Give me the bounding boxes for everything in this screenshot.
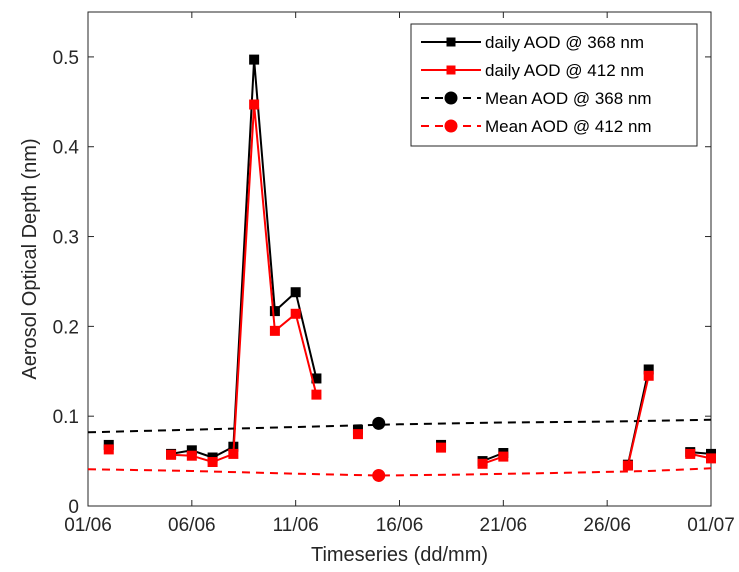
- data-point: [290, 287, 301, 298]
- data-point: [207, 456, 218, 467]
- data-point: [643, 370, 654, 381]
- series-line: [170, 59, 318, 459]
- x-tick-label: 01/07: [687, 515, 735, 536]
- mean-line: [87, 418, 712, 434]
- legend-item: daily AOD @ 412 nm: [421, 61, 644, 80]
- legend-marker: [444, 91, 458, 105]
- data-point: [685, 448, 696, 459]
- y-tick-label: 0.3: [53, 228, 79, 249]
- legend-box: [410, 23, 698, 147]
- axes-layer: 01/06 06/06 11/06 16/06 21/06 26/06 01/07 0 0.1 0…: [53, 12, 735, 536]
- y-tick-label: 0.5: [53, 48, 79, 69]
- data-point: [249, 99, 260, 110]
- data-point: [706, 453, 716, 464]
- legend-item: Mean AOD @ 368 nm: [421, 89, 652, 108]
- data-point: [477, 458, 488, 469]
- data-point: [186, 450, 197, 461]
- x-tick-label: 16/06: [376, 515, 424, 536]
- data-point: [166, 449, 177, 460]
- mean-line: [87, 467, 712, 477]
- data-point: [352, 429, 363, 440]
- series-layer: [87, 54, 716, 482]
- data-point: [498, 451, 509, 462]
- mean-marker: [372, 468, 386, 482]
- data-point: [269, 325, 280, 336]
- mean-marker: [372, 416, 386, 430]
- legend-item: daily AOD @ 368 nm: [421, 33, 644, 52]
- data-point: [249, 54, 260, 65]
- legend: daily AOD @ 368 nm daily AOD @ 412 nm Mean…: [410, 23, 698, 147]
- data-point: [290, 308, 301, 319]
- x-tick-label: 26/06: [583, 515, 631, 536]
- x-tick-label: 21/06: [480, 515, 528, 536]
- legend-label: daily AOD @ 412 nm: [485, 61, 644, 80]
- y-tick-label: 0.4: [53, 138, 80, 159]
- y-tick-label: 0: [68, 497, 79, 518]
- data-point: [311, 389, 322, 400]
- y-tick-label: 0.1: [53, 407, 79, 428]
- data-point: [269, 306, 280, 317]
- legend-marker: [444, 119, 458, 133]
- data-point: [436, 442, 447, 453]
- series-1: [103, 99, 716, 471]
- legend-label: Mean AOD @ 368 nm: [485, 89, 652, 108]
- x-tick-label: 01/06: [64, 515, 112, 536]
- legend-marker: [446, 65, 456, 75]
- legend-label: daily AOD @ 368 nm: [485, 33, 644, 52]
- legend-item: Mean AOD @ 412 nm: [421, 117, 652, 136]
- legend-marker: [446, 37, 456, 47]
- series-line: [171, 104, 318, 464]
- series-3: [87, 467, 712, 482]
- data-point: [228, 448, 239, 459]
- y-tick-label: 0.2: [53, 317, 79, 338]
- data-point: [103, 444, 114, 455]
- series-line: [626, 375, 650, 466]
- data-point: [622, 460, 633, 471]
- legend-label: Mean AOD @ 412 nm: [485, 117, 652, 136]
- x-axis-label: Timeseries (dd/mm): [311, 544, 488, 566]
- x-tick-label: 06/06: [168, 515, 216, 536]
- y-axis-label: Aerosol Optical Depth (nm): [19, 138, 41, 379]
- series-2: [87, 416, 712, 434]
- x-tick-label: 11/06: [273, 515, 319, 536]
